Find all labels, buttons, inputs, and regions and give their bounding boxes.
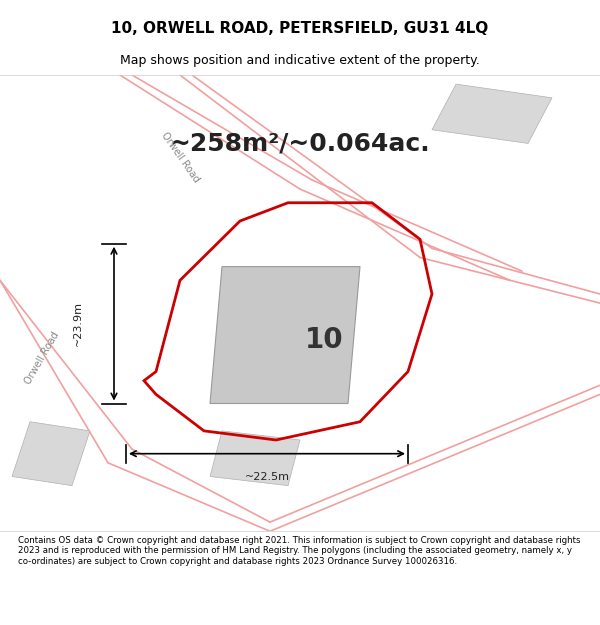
Polygon shape — [210, 431, 300, 486]
Polygon shape — [210, 267, 360, 404]
Text: Orwell Road: Orwell Road — [23, 330, 61, 386]
Text: ~258m²/~0.064ac.: ~258m²/~0.064ac. — [170, 131, 430, 156]
Text: Map shows position and indicative extent of the property.: Map shows position and indicative extent… — [120, 54, 480, 67]
Text: Orwell Road: Orwell Road — [159, 130, 201, 184]
Text: 10, ORWELL ROAD, PETERSFIELD, GU31 4LQ: 10, ORWELL ROAD, PETERSFIELD, GU31 4LQ — [112, 21, 488, 36]
Polygon shape — [12, 422, 90, 486]
Polygon shape — [432, 84, 552, 143]
Text: ~23.9m: ~23.9m — [73, 301, 83, 346]
Text: ~22.5m: ~22.5m — [245, 471, 290, 481]
Text: Contains OS data © Crown copyright and database right 2021. This information is : Contains OS data © Crown copyright and d… — [18, 536, 581, 566]
Text: 10: 10 — [305, 326, 343, 354]
